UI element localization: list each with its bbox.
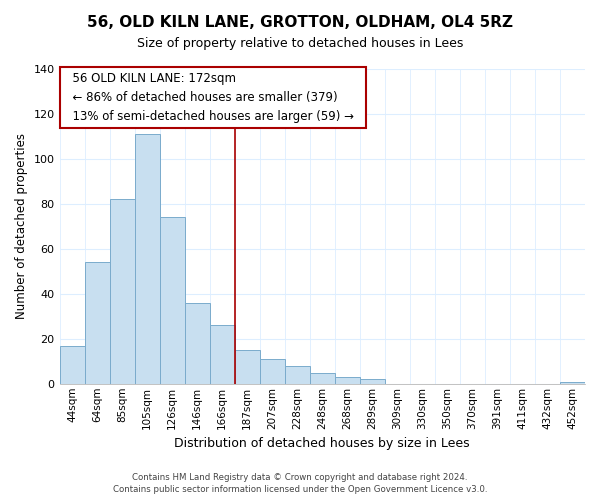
- Bar: [335, 377, 360, 384]
- Bar: [285, 366, 310, 384]
- Y-axis label: Number of detached properties: Number of detached properties: [15, 134, 28, 320]
- Bar: [185, 303, 209, 384]
- Bar: [560, 382, 585, 384]
- Bar: [110, 200, 134, 384]
- Bar: [160, 218, 185, 384]
- Text: Size of property relative to detached houses in Lees: Size of property relative to detached ho…: [137, 38, 463, 51]
- X-axis label: Distribution of detached houses by size in Lees: Distribution of detached houses by size …: [175, 437, 470, 450]
- Text: 56, OLD KILN LANE, GROTTON, OLDHAM, OL4 5RZ: 56, OLD KILN LANE, GROTTON, OLDHAM, OL4 …: [87, 15, 513, 30]
- Bar: [235, 350, 260, 384]
- Bar: [134, 134, 160, 384]
- Bar: [85, 262, 110, 384]
- Bar: [209, 326, 235, 384]
- Bar: [59, 346, 85, 384]
- Text: Contains HM Land Registry data © Crown copyright and database right 2024.
Contai: Contains HM Land Registry data © Crown c…: [113, 472, 487, 494]
- Bar: [360, 380, 385, 384]
- Text: 56 OLD KILN LANE: 172sqm  
  ← 86% of detached houses are smaller (379)  
  13% : 56 OLD KILN LANE: 172sqm ← 86% of detach…: [65, 72, 361, 123]
- Bar: [310, 372, 335, 384]
- Bar: [260, 359, 285, 384]
